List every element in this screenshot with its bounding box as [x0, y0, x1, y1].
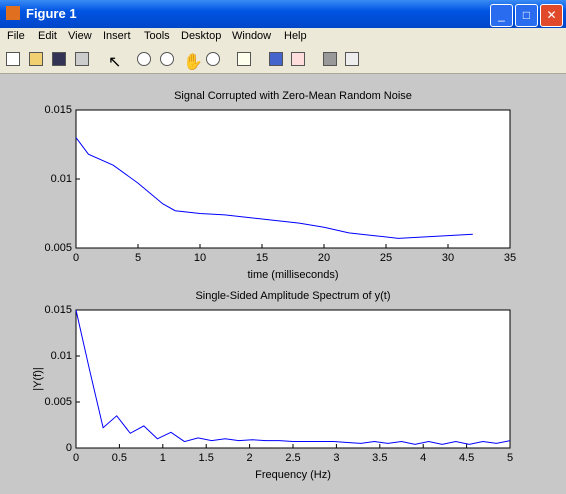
x-tick-label: 25 — [380, 252, 392, 264]
close-button[interactable]: ✕ — [540, 4, 563, 27]
menu-item[interactable]: Insert — [103, 30, 131, 42]
figure: Signal Corrupted with Zero-Mean Random N… — [32, 90, 516, 481]
pointer-button[interactable]: ↖ — [108, 54, 122, 71]
menu-item[interactable]: Window — [232, 30, 272, 42]
toolbar: ↖ ✋ — [0, 45, 566, 74]
window-title: Figure 1 — [26, 6, 77, 21]
show-tools-button[interactable] — [345, 52, 359, 66]
x-tick-label: 5 — [507, 452, 513, 464]
app-icon — [6, 6, 20, 20]
data-line — [75, 309, 511, 445]
title-bar: Figure 1 _ □ ✕ — [0, 0, 566, 28]
open-button[interactable] — [29, 52, 43, 66]
y-axis-label: |Y(f)| — [32, 367, 44, 390]
y-tick-label: 0.005 — [44, 242, 72, 254]
x-tick-label: 0 — [73, 452, 79, 464]
chart-title: Signal Corrupted with Zero-Mean Random N… — [174, 90, 412, 102]
axes — [75, 309, 511, 449]
x-tick-label: 0.5 — [112, 452, 127, 464]
axes — [75, 109, 511, 249]
x-axis-label: time (milliseconds) — [247, 269, 338, 281]
maximize-button[interactable]: □ — [515, 4, 538, 27]
x-tick-label: 1.5 — [199, 452, 214, 464]
x-tick-label: 4 — [420, 452, 426, 464]
y-tick-label: 0.01 — [51, 173, 72, 185]
zoom-out-button[interactable] — [160, 52, 174, 66]
menu-item[interactable]: View — [68, 30, 92, 42]
print-button[interactable] — [75, 52, 89, 66]
x-tick-label: 5 — [135, 252, 141, 264]
y-tick-label: 0.005 — [44, 396, 72, 408]
y-tick-label: 0 — [66, 442, 72, 454]
pan-button[interactable]: ✋ — [183, 54, 203, 71]
legend-button[interactable] — [291, 52, 305, 66]
x-tick-label: 15 — [256, 252, 268, 264]
x-tick-label: 0 — [73, 252, 79, 264]
menu-item[interactable]: File — [7, 30, 25, 42]
x-tick-label: 2.5 — [285, 452, 300, 464]
x-tick-label: 30 — [442, 252, 454, 264]
zoom-in-button[interactable] — [137, 52, 151, 66]
y-tick-label: 0.01 — [51, 350, 72, 362]
new-button[interactable] — [6, 52, 20, 66]
save-button[interactable] — [52, 52, 66, 66]
x-tick-label: 20 — [318, 252, 330, 264]
menu-item[interactable]: Desktop — [181, 30, 222, 42]
datacursor-button[interactable] — [237, 52, 251, 66]
colorbar-button[interactable] — [269, 52, 283, 66]
hide-tools-button[interactable] — [323, 52, 337, 66]
minimize-button[interactable]: _ — [490, 4, 513, 27]
menu-item[interactable]: Tools — [144, 30, 170, 42]
x-axis-label: Frequency (Hz) — [255, 469, 331, 481]
chart-title: Single-Sided Amplitude Spectrum of y(t) — [195, 290, 390, 302]
menu-item[interactable]: Edit — [38, 30, 57, 42]
x-tick-label: 2 — [247, 452, 253, 464]
x-tick-label: 10 — [194, 252, 206, 264]
y-tick-label: 0.015 — [44, 104, 72, 116]
x-tick-label: 3 — [333, 452, 339, 464]
x-tick-label: 4.5 — [459, 452, 474, 464]
menu-bar: File Edit View Insert Tools Desktop Window Help — [0, 28, 566, 45]
menu-item[interactable]: Help — [284, 30, 307, 42]
rotate-button[interactable] — [206, 52, 220, 66]
x-tick-label: 35 — [504, 252, 516, 264]
x-tick-label: 1 — [160, 452, 166, 464]
data-line — [75, 137, 473, 239]
y-tick-label: 0.015 — [44, 304, 72, 316]
x-tick-label: 3.5 — [372, 452, 387, 464]
